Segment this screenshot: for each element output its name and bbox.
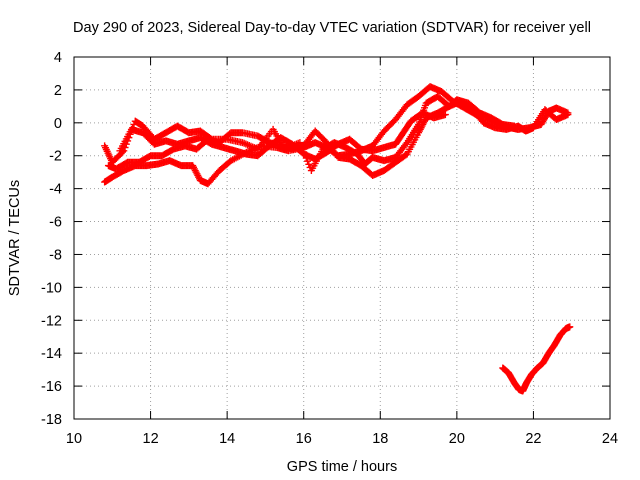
chart-title: Day 290 of 2023, Sidereal Day-to-day VTE…: [73, 20, 591, 36]
x-tick-label: 20: [449, 431, 465, 447]
y-tick-label: -16: [41, 379, 62, 395]
y-tick-label: -4: [49, 182, 62, 198]
x-tick-label: 24: [602, 431, 618, 447]
x-tick-label: 12: [143, 431, 159, 447]
x-tick-label: 22: [525, 431, 541, 447]
x-tick-label: 16: [296, 431, 312, 447]
data-point: [441, 111, 449, 119]
y-tick-label: 4: [54, 50, 62, 66]
data-point: [305, 160, 313, 168]
data-point: [510, 122, 518, 130]
y-tick-label: -10: [41, 280, 62, 296]
x-tick-label: 18: [372, 431, 388, 447]
data-point: [566, 323, 574, 331]
plot-frame: [73, 56, 611, 420]
y-tick-label: -2: [49, 149, 62, 165]
y-tick-label: -14: [41, 346, 62, 362]
y-tick-label: -18: [41, 412, 62, 428]
axis-ticks: 10 12 14 16 18 20 22 24420-2-4-6-8-10-12-14-16-…: [41, 50, 618, 447]
x-tick-label: 14: [219, 431, 235, 447]
x-axis-label: GPS time / hours: [287, 459, 397, 475]
gridlines: [74, 57, 610, 419]
y-axis-label: SDTVAR / TECUs: [7, 180, 23, 296]
y-tick-label: -12: [41, 313, 62, 329]
y-tick-label: -6: [49, 215, 62, 231]
data-point: [564, 111, 572, 119]
y-tick-label: 0: [54, 116, 62, 132]
data-points: [101, 83, 574, 395]
y-tick-label: -8: [49, 247, 62, 263]
x-tick-label: 10: [66, 431, 82, 447]
y-tick-label: 2: [54, 83, 62, 99]
